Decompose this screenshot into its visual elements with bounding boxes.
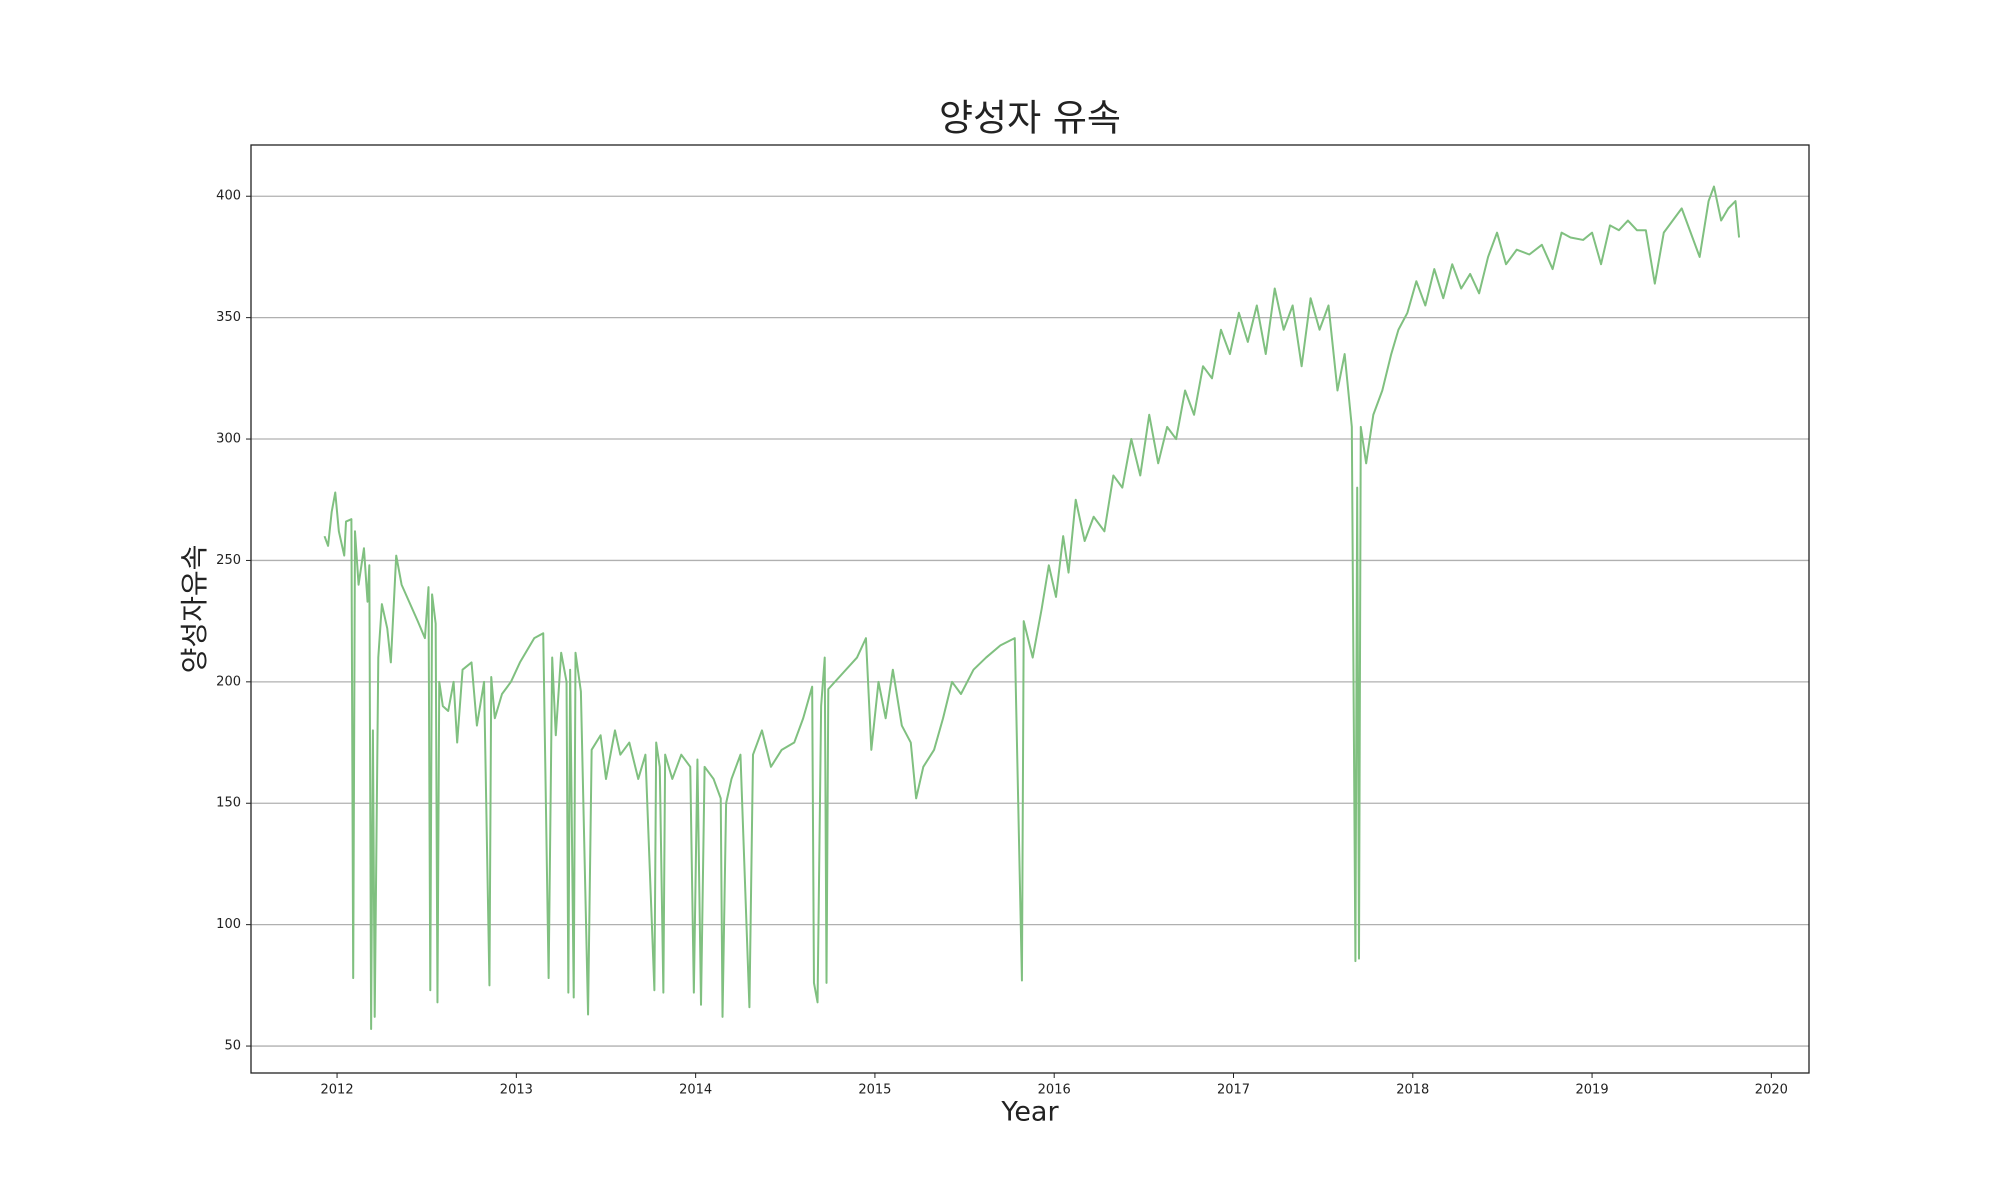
y-tick-label: 200 bbox=[216, 674, 241, 689]
y-tick-label: 350 bbox=[216, 310, 241, 325]
x-tick-label: 2016 bbox=[1038, 1083, 1071, 1098]
x-tick-label: 2015 bbox=[858, 1083, 891, 1098]
x-tick-label: 2013 bbox=[500, 1083, 533, 1098]
x-tick-label: 2014 bbox=[679, 1083, 712, 1098]
y-tick-label: 50 bbox=[224, 1039, 241, 1054]
y-tick-label: 150 bbox=[216, 796, 241, 811]
y-tick-label: 100 bbox=[216, 917, 241, 932]
x-tick-label: 2017 bbox=[1217, 1083, 1250, 1098]
x-axis-label: Year bbox=[1000, 1097, 1059, 1128]
x-tick-label: 2018 bbox=[1396, 1083, 1429, 1098]
plot-frame bbox=[250, 144, 1810, 1074]
x-tick-label: 2019 bbox=[1576, 1083, 1609, 1098]
x-tick-label: 2012 bbox=[321, 1083, 354, 1098]
chart-title: 양성자 유속 bbox=[939, 97, 1121, 140]
y-tick-label: 250 bbox=[216, 553, 241, 568]
y-axis-label: 양성자유속 bbox=[178, 545, 211, 674]
x-tick-label: 2020 bbox=[1755, 1083, 1788, 1098]
y-tick-label: 400 bbox=[216, 189, 241, 204]
data-line bbox=[323, 185, 1741, 1031]
y-tick-label: 300 bbox=[216, 432, 241, 447]
